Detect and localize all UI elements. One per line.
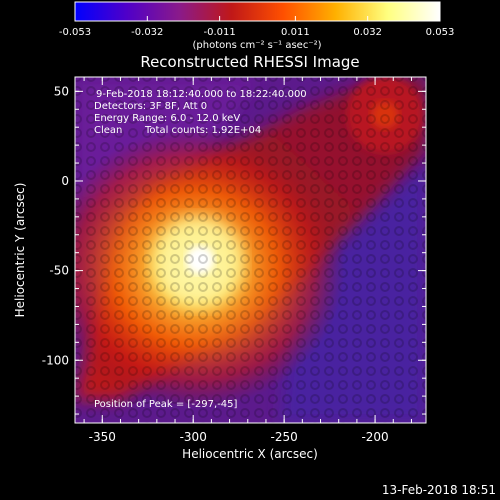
x-tick-label: -350 <box>89 430 116 444</box>
y-tick-label: -50 <box>49 264 69 278</box>
chart-title: Reconstructed RHESSI Image <box>140 53 359 71</box>
colorbar-tick-label: 0.011 <box>281 27 310 38</box>
plot-frame <box>74 76 427 424</box>
y-axis-label: Heliocentric Y (arcsec) <box>13 183 27 318</box>
x-axis-label: Heliocentric X (arcsec) <box>182 447 318 461</box>
colorbar-gradient <box>74 1 441 22</box>
y-tick-label: -100 <box>42 353 69 367</box>
time-range-text: 9-Feb-2018 18:12:40.000 to 18:22:40.000 <box>96 89 307 100</box>
x-tick-label: -250 <box>271 430 298 444</box>
energy-range-text: Energy Range: 6.0 - 12.0 keV <box>94 113 240 124</box>
heatmap-image <box>75 77 426 423</box>
y-axis-ticks: 50 0 -50 -100 <box>42 84 426 415</box>
colorbar-tick-label: 0.032 <box>353 27 382 38</box>
colorbar-units: (photons cm⁻² s⁻¹ asec⁻²) <box>192 40 321 51</box>
colorbar-tick-label: -0.011 <box>203 27 235 38</box>
colorbar-ticks: -0.053 -0.032 -0.011 0.011 0.032 0.053 <box>59 16 454 38</box>
footer-timestamp: 13-Feb-2018 18:51 <box>382 483 496 497</box>
detectors-text: Detectors: 3F 8F, Att 0 <box>94 101 207 112</box>
info-annotations: 9-Feb-2018 18:12:40.000 to 18:22:40.000 … <box>94 89 307 410</box>
x-tick-label: -300 <box>180 430 207 444</box>
clean-text: Clean <box>94 125 122 136</box>
peak-position-text: Position of Peak = [-297,-45] <box>94 399 238 410</box>
y-tick-label: 50 <box>54 84 69 98</box>
colorbar-tick-label: 0.053 <box>426 27 455 38</box>
y-tick-label: 0 <box>61 174 69 188</box>
colorbar: -0.053 -0.032 -0.011 0.011 0.032 0.053 (photo… <box>59 1 454 51</box>
x-axis-ticks: -350 -300 -250 -200 <box>83 77 412 444</box>
colorbar-tick-label: -0.032 <box>131 27 163 38</box>
colorbar-tick-label: -0.053 <box>59 27 91 38</box>
x-tick-label: -200 <box>361 430 388 444</box>
total-counts-text: Total counts: 1.92E+04 <box>144 125 261 136</box>
